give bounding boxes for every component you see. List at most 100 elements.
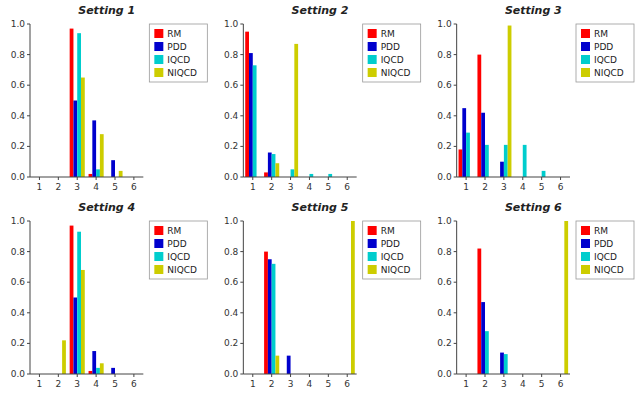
legend-item: IQCD bbox=[581, 55, 617, 65]
legend-label: NIQCD bbox=[381, 265, 411, 275]
legend-swatch bbox=[154, 252, 163, 261]
x-tick bbox=[560, 374, 561, 377]
bar bbox=[81, 78, 85, 177]
y-tick bbox=[27, 85, 30, 86]
y-tick-label: 0.0 bbox=[11, 369, 26, 379]
bars bbox=[70, 29, 123, 177]
x-tick bbox=[77, 374, 78, 377]
y-tick bbox=[240, 146, 243, 147]
legend-item: PDD bbox=[581, 42, 613, 52]
legend-label: NIQCD bbox=[594, 265, 624, 275]
legend-swatch bbox=[154, 68, 163, 77]
y-tick bbox=[27, 282, 30, 283]
x-tick bbox=[560, 177, 561, 180]
legend-item: IQCD bbox=[154, 55, 190, 65]
x-tick bbox=[58, 177, 59, 180]
y-tick bbox=[27, 115, 30, 116]
x-tick bbox=[309, 177, 310, 180]
y-tick-label: 1.0 bbox=[437, 216, 452, 226]
legend-swatch bbox=[368, 226, 377, 235]
legend-frame bbox=[149, 24, 207, 82]
bar bbox=[275, 356, 279, 374]
bar bbox=[351, 221, 355, 374]
bar bbox=[481, 113, 485, 177]
y-tick-label: 0.4 bbox=[11, 111, 26, 121]
title: Setting 6 bbox=[505, 201, 562, 214]
y-tick-label: 0.8 bbox=[11, 247, 26, 257]
legend-item: NIQCD bbox=[368, 68, 411, 78]
bar bbox=[462, 108, 466, 177]
y-tick bbox=[454, 374, 457, 375]
legend-item: RM bbox=[368, 29, 395, 39]
bar bbox=[264, 252, 268, 374]
x-tick bbox=[541, 177, 542, 180]
y-tick bbox=[454, 115, 457, 116]
x-tick bbox=[503, 374, 504, 377]
legend-swatch bbox=[368, 29, 377, 38]
bar bbox=[477, 55, 481, 177]
y-tick bbox=[27, 177, 30, 178]
bar bbox=[96, 368, 100, 374]
bar bbox=[245, 32, 249, 177]
bar bbox=[291, 169, 295, 177]
legend: RMPDDIQCDNIQCD bbox=[576, 24, 634, 82]
bar bbox=[119, 171, 123, 177]
bar bbox=[249, 53, 253, 177]
legend-label: IQCD bbox=[594, 252, 617, 262]
y-tick bbox=[240, 221, 243, 222]
y-tick bbox=[240, 251, 243, 252]
x-tick bbox=[58, 374, 59, 377]
legend-swatch bbox=[368, 252, 377, 261]
legend-swatch bbox=[581, 29, 590, 38]
bar bbox=[564, 221, 568, 374]
panel: Setting 3RMPDDIQCDNIQCD0.00.20.40.60.81.… bbox=[437, 4, 634, 192]
x-tick bbox=[115, 177, 116, 180]
legend-swatch bbox=[581, 42, 590, 51]
legend-item: IQCD bbox=[368, 55, 404, 65]
figure: Setting 1RMPDDIQCDNIQCD0.00.20.40.60.81.… bbox=[0, 0, 640, 394]
legend-item: RM bbox=[154, 226, 181, 236]
legend-label: NIQCD bbox=[167, 265, 197, 275]
x-tick bbox=[77, 177, 78, 180]
x-tick bbox=[133, 177, 134, 180]
legend-item: RM bbox=[581, 226, 608, 236]
y-tick-label: 0.4 bbox=[224, 308, 239, 318]
y-tick-label: 0.6 bbox=[437, 80, 452, 90]
x-tick-label: 5 bbox=[325, 182, 331, 192]
x-tick bbox=[522, 374, 523, 377]
bar bbox=[73, 101, 77, 178]
y-tick-label: 1.0 bbox=[437, 19, 452, 29]
y-tick-label: 0.0 bbox=[437, 172, 452, 182]
x-tick bbox=[309, 374, 310, 377]
legend-label: IQCD bbox=[167, 55, 190, 65]
x-tick-label: 3 bbox=[74, 379, 80, 389]
x-tick-label: 5 bbox=[112, 182, 118, 192]
legend-label: IQCD bbox=[381, 55, 404, 65]
y-tick-label: 0.2 bbox=[224, 141, 238, 151]
y-tick-label: 0.0 bbox=[437, 369, 452, 379]
x-tick bbox=[347, 374, 348, 377]
bars bbox=[62, 226, 115, 374]
x-tick-label: 3 bbox=[288, 379, 294, 389]
x-tick-label: 3 bbox=[501, 182, 507, 192]
y-tick-label: 0.4 bbox=[437, 308, 452, 318]
bar bbox=[70, 226, 74, 374]
legend-item: RM bbox=[368, 226, 395, 236]
x-tick-label: 5 bbox=[112, 379, 118, 389]
legend-label: IQCD bbox=[381, 252, 404, 262]
y-tick bbox=[454, 85, 457, 86]
legend-item: IQCD bbox=[581, 252, 617, 262]
y-tick bbox=[240, 24, 243, 25]
y-axis bbox=[30, 221, 31, 374]
title: Setting 4 bbox=[78, 201, 135, 214]
y-tick bbox=[454, 146, 457, 147]
bar bbox=[481, 302, 485, 374]
y-tick bbox=[240, 343, 243, 344]
x-tick-label: 2 bbox=[55, 182, 61, 192]
x-tick bbox=[252, 374, 253, 377]
bar bbox=[477, 249, 481, 374]
legend-label: PDD bbox=[594, 42, 613, 52]
legend-swatch bbox=[154, 265, 163, 274]
legend-label: PDD bbox=[167, 42, 186, 52]
x-tick bbox=[290, 177, 291, 180]
